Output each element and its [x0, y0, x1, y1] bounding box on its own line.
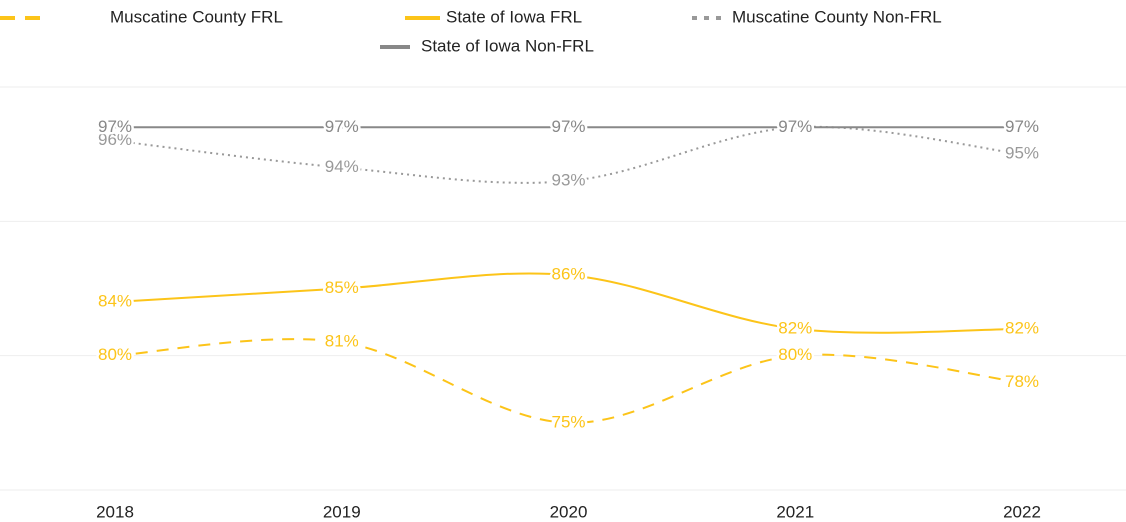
legend-label: Muscatine County FRL [110, 7, 283, 26]
data-label: 80% [778, 345, 812, 364]
series-line [114, 125, 1023, 184]
data-label: 85% [325, 278, 359, 297]
series-line [114, 272, 1023, 334]
legend-label: Muscatine County Non-FRL [732, 7, 942, 26]
data-label: 97% [778, 117, 812, 136]
x-tick-label: 2018 [96, 502, 134, 521]
series-line [114, 338, 1023, 424]
data-label: 97% [98, 117, 132, 136]
data-label: 94% [325, 157, 359, 176]
data-label: 95% [1005, 144, 1039, 163]
data-label: 97% [778, 117, 812, 136]
data-label: 81% [325, 332, 359, 351]
data-label: 80% [98, 345, 132, 364]
data-label: 96% [98, 130, 132, 149]
data-label: 97% [325, 117, 359, 136]
data-label: 97% [1005, 117, 1039, 136]
legend-label: State of Iowa Non-FRL [421, 36, 594, 55]
x-tick-label: 2020 [550, 502, 588, 521]
x-tick-label: 2022 [1003, 502, 1041, 521]
data-label: 78% [1005, 372, 1039, 391]
data-label: 82% [1005, 318, 1039, 337]
x-tick-label: 2019 [323, 502, 361, 521]
data-label: 86% [551, 265, 585, 284]
data-label: 97% [551, 117, 585, 136]
data-label: 84% [98, 291, 132, 310]
data-label: 75% [551, 412, 585, 431]
x-tick-label: 2021 [776, 502, 814, 521]
data-label: 93% [551, 171, 585, 190]
data-label: 82% [778, 318, 812, 337]
legend-label: State of Iowa FRL [446, 7, 582, 26]
